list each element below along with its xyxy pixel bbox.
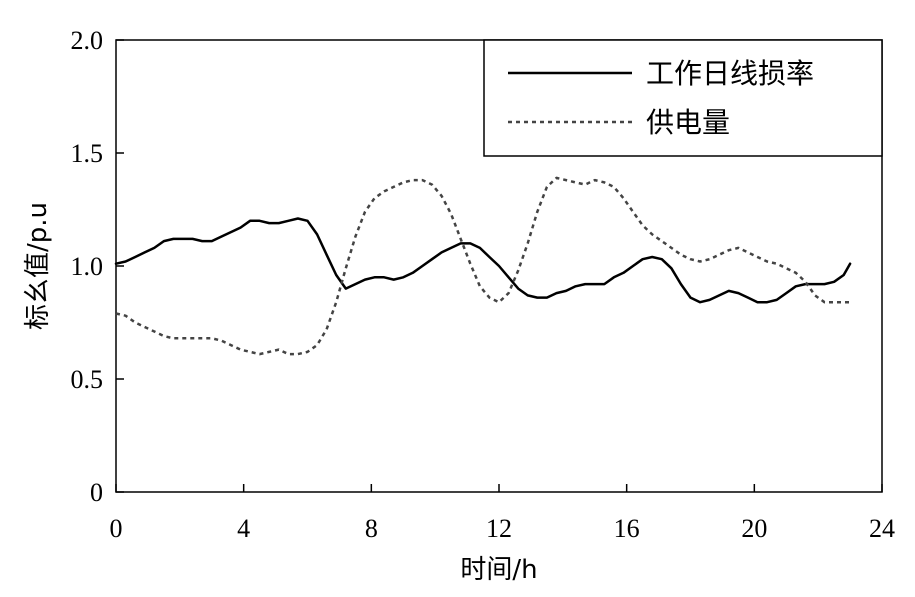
- x-tick-label: 8: [365, 514, 378, 543]
- y-axis-title: 标幺值/p.u: [23, 202, 53, 330]
- series-line-supply: [115, 176, 851, 356]
- x-tick-label: 20: [741, 514, 767, 543]
- x-tick-label: 24: [869, 514, 895, 543]
- legend-box: [483, 39, 883, 157]
- x-tick-label: 4: [237, 514, 250, 543]
- x-tick-label: 16: [614, 514, 640, 543]
- y-tick-label: 1.0: [71, 252, 104, 281]
- series-line-line-loss: [114, 217, 852, 304]
- series-layer: [114, 176, 852, 356]
- x-axis-ticks: 0 4 8 12 16 20 24: [110, 484, 895, 543]
- legend-label-line-loss: 工作日线损率: [646, 57, 814, 90]
- y-tick-label: 2.0: [71, 26, 104, 55]
- y-axis-ticks: 0 0.5 1.0 1.5 2.0: [71, 26, 124, 507]
- x-axis-title: 时间/h: [460, 555, 537, 585]
- legend: 工作日线损率 供电量: [483, 39, 883, 157]
- y-tick-label: 0: [90, 478, 103, 507]
- x-tick-label: 12: [486, 514, 512, 543]
- x-tick-label: 0: [110, 514, 123, 543]
- y-tick-label: 1.5: [71, 139, 104, 168]
- y-tick-label: 0.5: [71, 365, 104, 394]
- legend-label-supply: 供电量: [646, 106, 730, 139]
